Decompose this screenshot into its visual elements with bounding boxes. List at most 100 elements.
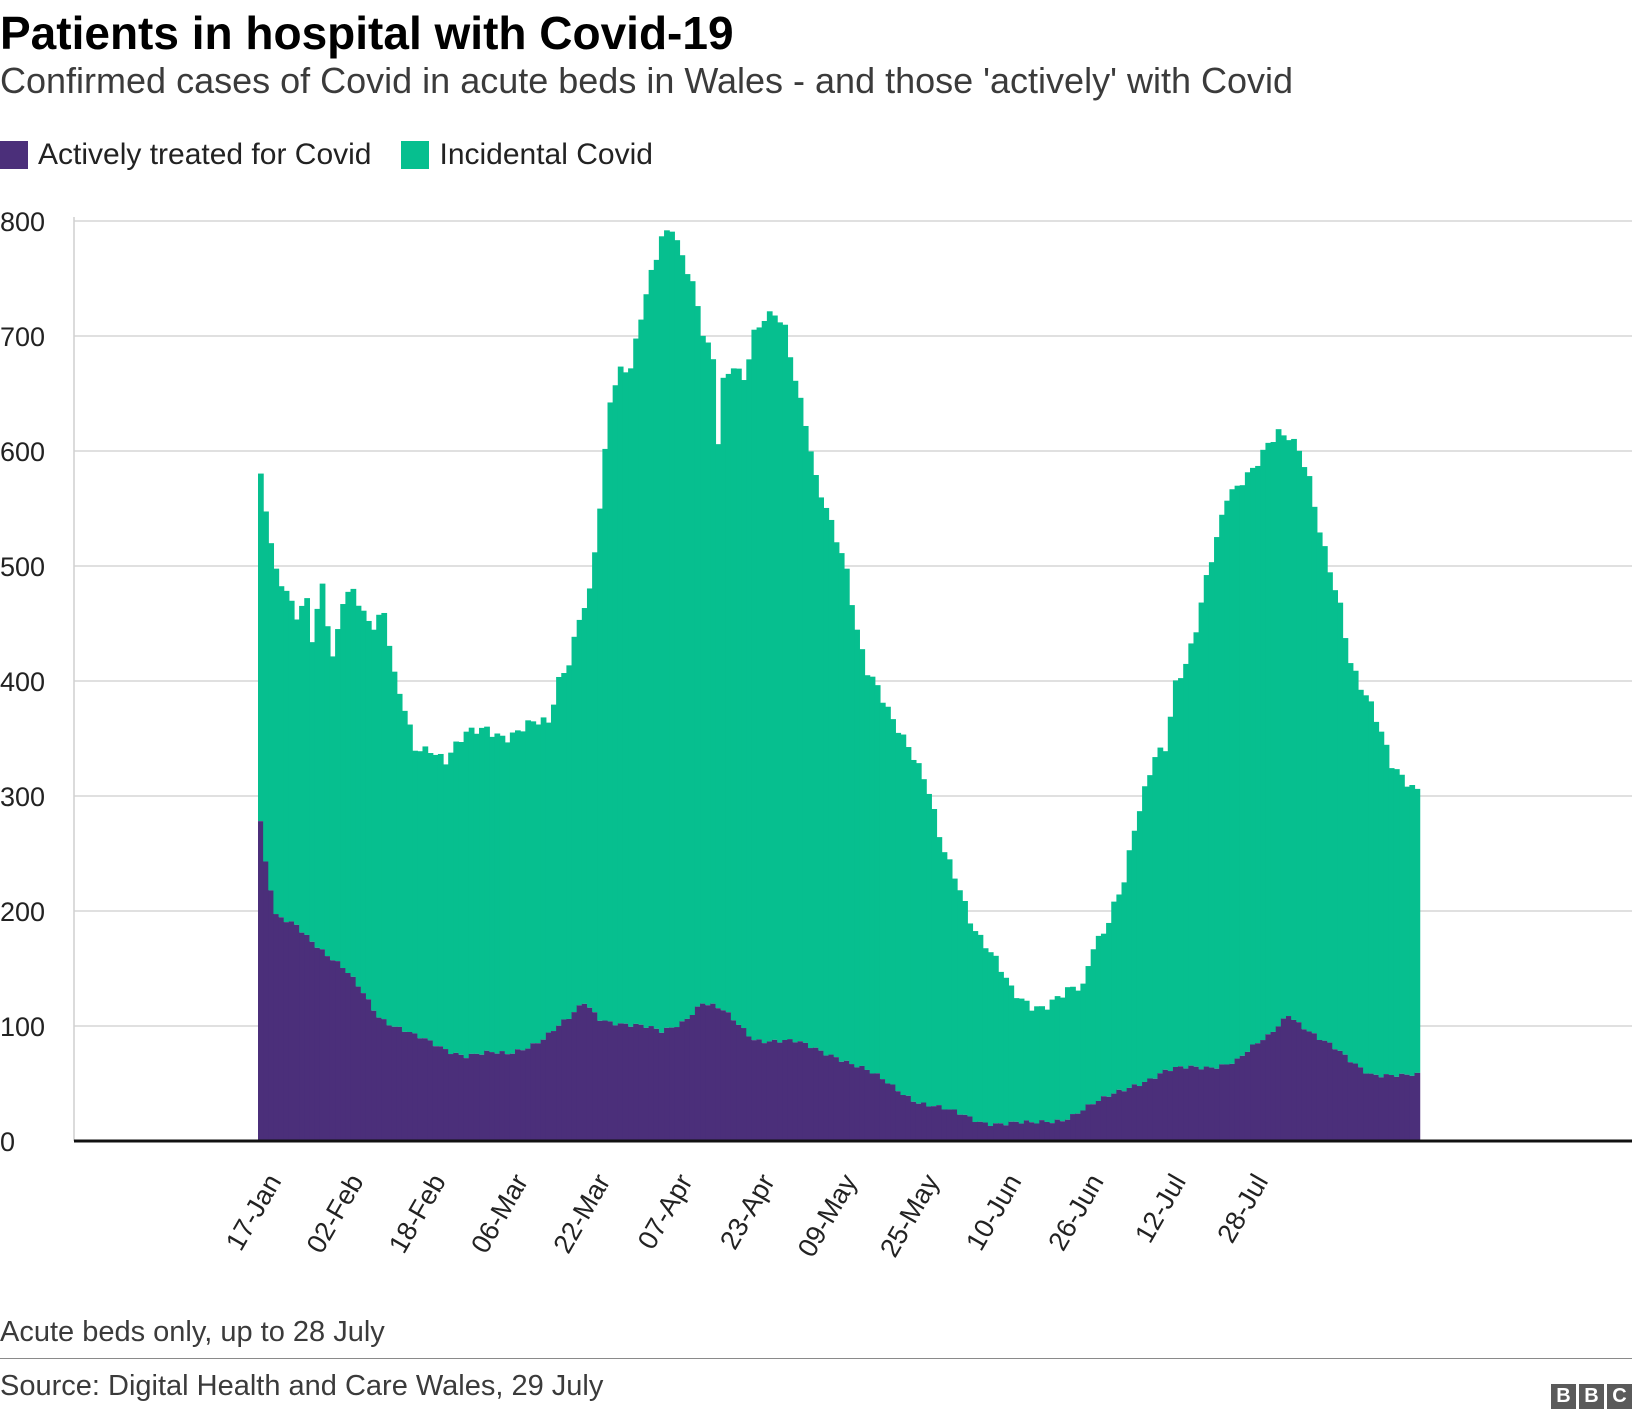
- incidental-covid-bar: [499, 735, 506, 1052]
- incidental-covid-bar: [1378, 731, 1385, 1078]
- actively-treated-bar: [756, 1039, 763, 1141]
- incidental-covid-bar: [802, 425, 809, 1043]
- legend-swatch-incidental: [401, 141, 430, 169]
- actively-treated-bar: [1044, 1121, 1051, 1141]
- incidental-covid-bar: [900, 734, 907, 1096]
- actively-treated-bar: [725, 1012, 732, 1141]
- actively-treated-bar: [1193, 1066, 1200, 1141]
- incidental-covid-bar: [288, 600, 295, 922]
- actively-treated-bar: [813, 1047, 819, 1141]
- actively-treated-bar: [299, 932, 305, 1141]
- actively-treated-bar: [571, 1012, 578, 1141]
- incidental-covid-bar: [1275, 429, 1282, 1027]
- incidental-covid-bar: [396, 693, 403, 1027]
- incidental-covid-bar: [951, 878, 958, 1110]
- incidental-covid-bar: [401, 710, 408, 1032]
- incidental-covid-bar: [1003, 977, 1010, 1126]
- incidental-covid-bar: [304, 598, 310, 935]
- incidental-covid-bar: [592, 552, 598, 1013]
- actively-treated-bar: [288, 921, 295, 1141]
- actively-treated-bar: [828, 1054, 835, 1141]
- y-tick-label: 700: [0, 322, 45, 352]
- actively-treated-bar: [833, 1057, 840, 1141]
- actively-treated-bar: [1363, 1073, 1369, 1141]
- incidental-covid-bar: [1049, 999, 1056, 1124]
- incidental-covid-bar: [597, 508, 603, 1021]
- actively-treated-bar: [1208, 1067, 1215, 1141]
- actively-treated-bar: [1214, 1068, 1220, 1141]
- incidental-covid-bar: [365, 620, 372, 1000]
- incidental-covid-bar: [628, 368, 634, 1027]
- incidental-covid-bar: [1023, 1000, 1030, 1121]
- actively-treated-bar: [736, 1024, 742, 1141]
- incidental-covid-bar: [1311, 506, 1318, 1034]
- incidental-covid-bar: [931, 808, 938, 1107]
- incidental-covid-bar: [1188, 643, 1195, 1066]
- incidental-covid-bar: [874, 685, 881, 1074]
- incidental-covid-bar: [679, 255, 686, 1022]
- actively-treated-bar: [1157, 1073, 1164, 1141]
- incidental-covid-bar: [535, 724, 542, 1044]
- actively-treated-bar: [653, 1028, 660, 1141]
- actively-treated-bar: [766, 1041, 773, 1141]
- incidental-covid-bar: [1357, 689, 1364, 1068]
- incidental-covid-bar: [777, 322, 783, 1043]
- incidental-covid-bar: [772, 315, 778, 1040]
- incidental-covid-bar: [263, 511, 269, 862]
- incidental-covid-bar: [910, 759, 917, 1102]
- incidental-covid-bar: [1054, 996, 1061, 1120]
- incidental-covid-bar: [1301, 467, 1308, 1030]
- incidental-covid-bar: [658, 236, 665, 1033]
- incidental-covid-bar: [448, 752, 454, 1055]
- actively-treated-bar: [643, 1027, 650, 1141]
- actively-treated-bar: [977, 1121, 984, 1141]
- actively-treated-bar: [1414, 1072, 1421, 1141]
- incidental-covid-bar: [1399, 774, 1405, 1074]
- incidental-covid-bar: [946, 859, 953, 1110]
- actively-treated-bar: [314, 947, 321, 1141]
- x-tick-label: 07-Apr: [632, 1169, 699, 1254]
- actively-treated-bar: [1219, 1064, 1225, 1141]
- actively-treated-bar: [1023, 1120, 1030, 1141]
- incidental-covid-bar: [1142, 786, 1148, 1082]
- incidental-covid-bar: [489, 736, 496, 1053]
- y-tick-label: 800: [0, 207, 45, 237]
- actively-treated-bar: [946, 1109, 953, 1141]
- actively-treated-bar: [437, 1046, 444, 1141]
- actively-treated-bar: [1342, 1054, 1349, 1141]
- actively-treated-bar: [473, 1053, 480, 1141]
- incidental-covid-bar: [715, 444, 722, 1009]
- incidental-covid-bar: [1265, 442, 1272, 1035]
- actively-treated-bar: [854, 1067, 860, 1141]
- actively-treated-bar: [982, 1122, 989, 1141]
- actively-treated-bar: [401, 1031, 408, 1141]
- incidental-covid-bar: [1152, 757, 1159, 1079]
- actively-treated-bar: [720, 1010, 727, 1141]
- incidental-covid-bar: [1347, 663, 1354, 1063]
- incidental-covid-bar: [1080, 983, 1087, 1111]
- stacked-area-chart: 0 100 200 300 400 500 600 700 800 17-Jan 02-Feb 18-…: [0, 207, 1632, 1262]
- incidental-covid-bar: [828, 519, 835, 1055]
- actively-treated-bar: [1265, 1034, 1272, 1141]
- incidental-covid-bar: [962, 900, 968, 1115]
- incidental-covid-bar: [1239, 485, 1246, 1056]
- actively-treated-bar: [864, 1069, 871, 1141]
- incidental-covid-bar: [1388, 768, 1395, 1076]
- incidental-covid-bar: [617, 366, 624, 1024]
- incidental-covid-bar: [504, 742, 511, 1055]
- incidental-covid-bar: [576, 619, 583, 1006]
- incidental-covid-bar: [530, 721, 537, 1044]
- actively-treated-bar: [1296, 1022, 1303, 1141]
- incidental-covid-bar: [972, 931, 979, 1123]
- incidental-covid-bar: [479, 727, 485, 1055]
- incidental-covid-bar: [283, 590, 290, 923]
- actively-treated-bar: [684, 1018, 691, 1141]
- actively-treated-bar: [1018, 1123, 1025, 1141]
- actively-treated-bar: [515, 1049, 521, 1141]
- incidental-covid-bar: [371, 629, 377, 1011]
- x-tick-label: 02-Feb: [301, 1169, 370, 1258]
- incidental-covid-bar: [849, 605, 855, 1065]
- incidental-covid-bar: [258, 473, 264, 822]
- actively-treated-bar: [520, 1050, 526, 1141]
- incidental-covid-bar: [1409, 785, 1416, 1076]
